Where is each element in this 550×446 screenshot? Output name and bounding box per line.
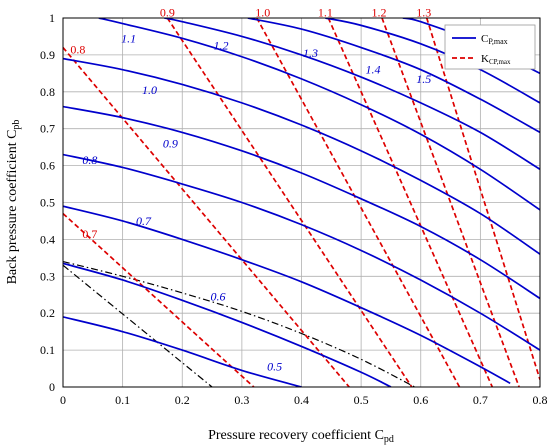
k-cp-max-label: 1.3 [416,5,431,19]
y-tick-label: 0.1 [40,343,55,357]
k-cp-max-line-1.0 [256,18,461,387]
x-tick-label: 0.2 [175,393,190,407]
cp-max-label: 1.1 [121,31,136,45]
cp-max-label: 1.5 [416,72,431,86]
x-tick-label: 0.4 [294,393,309,407]
cp-max-label: 0.7 [136,214,152,228]
cp-max-line-0.6 [63,262,392,387]
cp-max-line-0.7 [63,205,511,385]
k-cp-max-label: 0.8 [70,42,85,56]
cp-max-line-0.8 [63,153,540,351]
y-tick-label: 0.4 [40,232,55,246]
k-cp-max-line-1.2 [381,18,520,387]
x-tick-label: 0.5 [354,393,369,407]
envelope-line [63,264,213,387]
x-tick-label: 0.1 [115,393,130,407]
cp-max-line-1.2 [164,18,540,171]
cp-max-line-1.4 [325,18,540,104]
y-tick-label: 0 [49,380,55,394]
y-tick-label: 0.3 [40,269,55,283]
k-cp-max-line-1.1 [327,18,494,387]
x-axis-title: Pressure recovery coefficient Cpd [208,428,394,445]
cp-max-label: 0.8 [82,153,97,167]
y-tick-label: 0.7 [40,122,55,136]
y-tick-label: 0.5 [40,196,55,210]
cp-max-line-1.3 [247,18,540,134]
legend-box [444,24,536,70]
y-tick-label: 0.2 [40,306,55,320]
cp-max-label: 1.2 [214,39,229,53]
k-cp-max-label: 0.9 [160,5,175,19]
k-cp-max-line-0.7 [63,212,255,387]
cp-max-label: 0.9 [163,136,178,150]
cp-max-line-0.5 [63,316,302,387]
cp-max-label: 0.6 [211,290,226,304]
k-cp-max-label: 1.1 [318,5,333,19]
x-tick-label: 0.3 [234,393,249,407]
cp-max-line-0.9 [63,105,540,300]
x-tick-label: 0.7 [473,393,488,407]
legend: CP,max KCP,max [444,24,536,70]
envelope-line [63,260,416,387]
plot-frame [62,17,541,388]
plot-area [63,18,540,387]
k-cp-max-line-1.3 [425,18,540,380]
y-tick-label: 0.8 [40,85,55,99]
k-cp-max-line-0.9 [166,18,413,387]
curve-labels: 0.7 0.8 0.9 1.0 1.1 1.2 1.3 0.5 0.6 0.7 0.8 0.9 1.0 1… [70,5,431,373]
legend-label-k-cp-max: KCP,max [481,53,511,66]
k-cp-max-label: 1.0 [255,5,270,19]
cp-max-label: 1.3 [303,46,318,60]
y-tick-label: 0.9 [40,48,55,62]
k-cp-max-label: 0.7 [82,227,97,241]
cp-max-label: 1.4 [366,63,381,77]
cp-max-label: 1.0 [142,83,157,97]
cp-max-line-1.0 [63,57,540,255]
cp-max-line-1.1 [98,18,540,211]
axis-ticks: 0 0.1 0.2 0.3 0.4 0.5 0.6 0.7 0.8 0 0.1 0.2 0.3 0.4 0.… [40,11,548,407]
x-tick-label: 0.6 [413,393,428,407]
x-tick-label: 0 [60,393,66,407]
y-tick-label: 0.6 [40,159,55,173]
y-axis-title: Back pressure coefficient Cpb [5,120,22,285]
cp-max-label: 0.5 [267,360,282,374]
k-cp-max-label: 1.2 [372,5,387,19]
x-tick-label: 0.8 [533,393,548,407]
legend-label-cp-max: CP,max [481,33,508,46]
y-tick-label: 1 [49,11,55,25]
